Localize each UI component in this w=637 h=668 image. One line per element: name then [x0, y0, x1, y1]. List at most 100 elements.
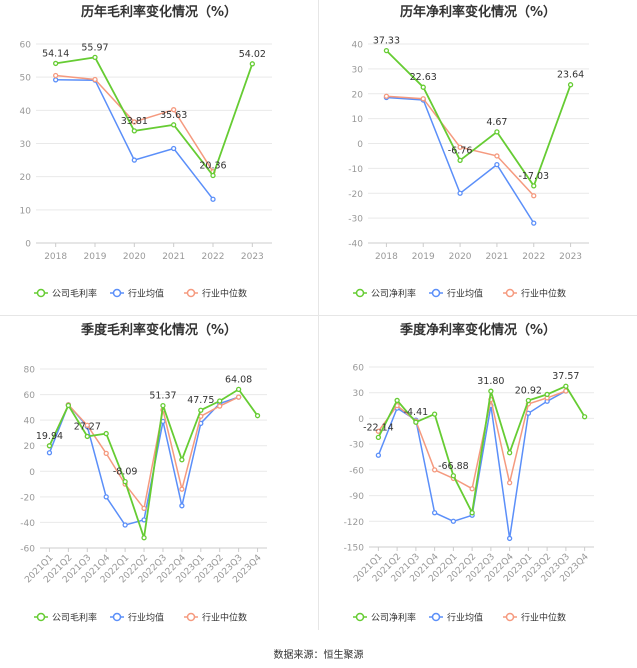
data-point	[171, 122, 177, 128]
data-label: 4.67	[486, 117, 507, 128]
legend-item-industry_median[interactable]: 行业中位数	[503, 612, 566, 624]
data-point	[544, 391, 550, 398]
data-point	[171, 145, 177, 152]
data-point	[210, 172, 216, 179]
y-tick-label: 0	[25, 240, 31, 250]
legend-item-industry_median[interactable]: 行业中位数	[503, 288, 566, 300]
legend-label: 行业中位数	[521, 288, 566, 300]
legend-item-industry_avg[interactable]: 行业均值	[429, 288, 483, 300]
y-tick-label: 20	[20, 173, 32, 183]
legend-marker-icon	[505, 288, 515, 298]
legend-item-industry_median[interactable]: 行业中位数	[184, 288, 247, 300]
y-tick-label: 60	[20, 41, 32, 51]
series-industry_median	[375, 388, 569, 492]
legend-item-company[interactable]: 公司净利率	[353, 288, 416, 300]
horizontal-divider	[0, 315, 637, 316]
y-tick-label: 30	[20, 140, 32, 150]
legend-marker-icon	[186, 288, 196, 298]
legend-item-company[interactable]: 公司毛利率	[34, 612, 97, 624]
data-point	[506, 480, 513, 486]
x-tick-label: 2018	[375, 252, 398, 262]
data-label: 27.27	[74, 421, 101, 432]
data-label: 64.08	[225, 374, 252, 385]
series-company: 19.94 27.27 -8.09 51.37 47.75 64.08	[36, 374, 261, 541]
data-point	[92, 76, 98, 83]
legend-item-company[interactable]: 公司毛利率	[34, 288, 97, 300]
legend-item-industry_avg[interactable]: 行业均值	[429, 612, 483, 624]
data-point	[494, 161, 500, 168]
legend-label: 行业均值	[447, 288, 483, 300]
data-point	[525, 397, 532, 404]
data-point	[506, 535, 513, 542]
x-tick-label: 2021	[485, 252, 508, 262]
data-label: 35.63	[160, 110, 187, 121]
legend-item-industry_avg[interactable]: 行业均值	[110, 288, 164, 300]
series-line	[377, 385, 586, 516]
series-company: -22.14 -4.41 -66.88 31.80 20.92 37.57	[363, 371, 588, 516]
data-point	[563, 383, 569, 389]
series-line	[377, 390, 567, 490]
y-tick-label: -40	[20, 519, 35, 529]
y-tick-label: 40	[20, 107, 32, 117]
x-tick-label: 2023	[559, 252, 582, 262]
legend-marker-icon	[431, 612, 441, 622]
data-point	[469, 510, 475, 516]
annual-gross-margin-chart: 历年毛利率变化情况（%） 0 10 20 30 40 50 60 2018 2019 2020 202…	[20, 4, 272, 300]
legend-item-industry_avg[interactable]: 行业均值	[110, 612, 164, 624]
data-label: 22.63	[410, 72, 437, 83]
legend-label: 行业均值	[128, 612, 164, 624]
data-point	[431, 411, 438, 417]
data-label: 47.75	[187, 395, 214, 406]
data-point	[375, 434, 382, 441]
data-point	[457, 190, 463, 196]
legend-label: 公司净利率	[371, 612, 416, 624]
data-point	[179, 486, 185, 492]
x-tick-label: 2021	[162, 252, 185, 262]
legend-item-industry_median[interactable]: 行业中位数	[184, 612, 247, 624]
data-label: -6.76	[448, 145, 473, 156]
data-label: 31.80	[477, 376, 504, 387]
x-tick-label: 2019	[84, 252, 107, 262]
legend-label: 行业均值	[447, 612, 483, 624]
y-tick-label: -90	[349, 492, 364, 502]
data-label: 54.02	[239, 49, 266, 60]
data-point	[431, 510, 438, 516]
y-tick-label: 30	[352, 65, 364, 75]
x-tick-label: 2023	[241, 252, 264, 262]
x-tick-label: 2020	[449, 252, 472, 262]
data-point	[531, 220, 537, 226]
y-tick-label: 10	[352, 115, 364, 125]
data-point	[122, 522, 128, 528]
data-point	[457, 157, 463, 163]
y-tick-label: -40	[348, 240, 363, 250]
legend-label: 行业中位数	[521, 612, 566, 624]
y-tick-label: -20	[348, 190, 363, 200]
data-point	[235, 394, 242, 400]
y-tick-label: -120	[344, 518, 365, 528]
data-point	[141, 505, 147, 512]
legend-marker-icon	[112, 288, 122, 298]
data-label: 37.57	[552, 371, 579, 382]
data-point	[375, 428, 382, 434]
y-tick-label: 40	[352, 41, 364, 51]
data-point	[413, 419, 419, 425]
y-tick-label: 20	[352, 90, 364, 100]
quarterly-gross-margin-chart: 季度毛利率变化情况（%）-60-40-200204060802021Q12021…	[20, 322, 267, 624]
data-point	[141, 535, 147, 541]
chart-title: 季度净利率变化情况（%）	[399, 322, 556, 338]
chart-title: 历年毛利率变化情况（%）	[81, 4, 237, 20]
series-industry_avg	[53, 77, 216, 202]
data-point	[179, 457, 185, 463]
data-point	[506, 450, 513, 456]
legend-item-company[interactable]: 公司净利率	[353, 612, 416, 624]
data-point	[581, 414, 588, 420]
data-point	[383, 47, 390, 54]
data-label: -17.03	[518, 171, 549, 182]
data-point	[53, 72, 59, 79]
legend-label: 公司毛利率	[52, 288, 97, 300]
data-point	[84, 433, 90, 440]
data-point	[160, 402, 166, 409]
data-point	[431, 467, 438, 473]
data-point	[383, 93, 390, 99]
annual-net-margin-chart: 历年净利率变化情况（%） -40 -30 -20 -10 0 10 20 30 40 2018 201…	[348, 4, 589, 300]
